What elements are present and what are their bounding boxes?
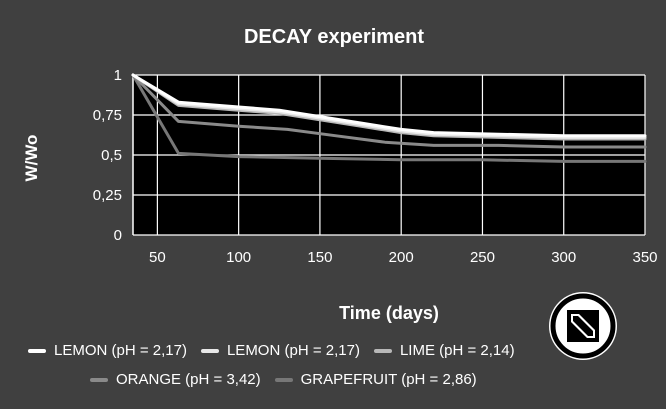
- legend-item-lemon-1: LEMON (pH = 2,17): [28, 342, 187, 359]
- series-line: [131, 73, 647, 138]
- x-tick-label: 250: [470, 249, 495, 266]
- series-layer: [131, 73, 647, 163]
- y-tick-label: 0,75: [93, 107, 122, 124]
- legend-label: LEMON (pH = 2,17): [226, 342, 360, 359]
- legend-label: ORANGE (pH = 3,42): [116, 371, 261, 388]
- x-tick-label: 300: [551, 249, 576, 266]
- series-line: [131, 73, 647, 149]
- y-axis-label: W/Wo: [22, 135, 41, 182]
- legend-row-2: ORANGE (pH = 3,42) GRAPEFRUIT (pH = 2,86…: [90, 371, 491, 388]
- series-line: [131, 73, 647, 139]
- x-tick-label: 50: [149, 249, 166, 266]
- y-tick-label: 1: [114, 67, 122, 84]
- legend-row-1: LEMON (pH = 2,17) LEMON (pH = 2,17) LIME…: [28, 342, 529, 359]
- legend-swatch: [90, 377, 108, 382]
- legend-item-lemon-2: LEMON (pH = 2,17): [200, 342, 360, 359]
- legend-item-grapefruit: GRAPEFRUIT (pH = 2,86): [274, 371, 477, 388]
- legend-label: LEMON (pH = 2,17): [54, 342, 187, 359]
- x-axis-label: Time (days): [339, 303, 439, 323]
- series-line: [131, 73, 647, 163]
- legend-swatch: [28, 348, 46, 353]
- grid: [133, 74, 646, 236]
- chart-title: DECAY experiment: [244, 26, 424, 48]
- legend-label: LIME (pH = 2,14): [399, 342, 515, 359]
- legend-item-lime: LIME (pH = 2,14): [373, 342, 515, 359]
- x-tick-label: 150: [307, 249, 332, 266]
- x-tick-label: 350: [632, 249, 657, 266]
- legend-swatch: [373, 348, 392, 353]
- legend-swatch: [200, 348, 219, 353]
- edit-icon[interactable]: [549, 292, 617, 360]
- x-tick-label: 100: [226, 249, 251, 266]
- y-tick-label: 0,25: [93, 187, 122, 204]
- series-line: [131, 73, 647, 141]
- x-tick-label: 200: [389, 249, 414, 266]
- y-tick-label: 0: [114, 227, 122, 244]
- legend-label: GRAPEFRUIT (pH = 2,86): [300, 371, 477, 388]
- legend-item-orange: ORANGE (pH = 3,42): [90, 371, 261, 388]
- axes: 50 100 150 200 250 300 350 0 0,25 0,5 0,75 1: [93, 67, 658, 266]
- legend-swatch: [274, 377, 293, 382]
- y-tick-label: 0,5: [101, 147, 122, 164]
